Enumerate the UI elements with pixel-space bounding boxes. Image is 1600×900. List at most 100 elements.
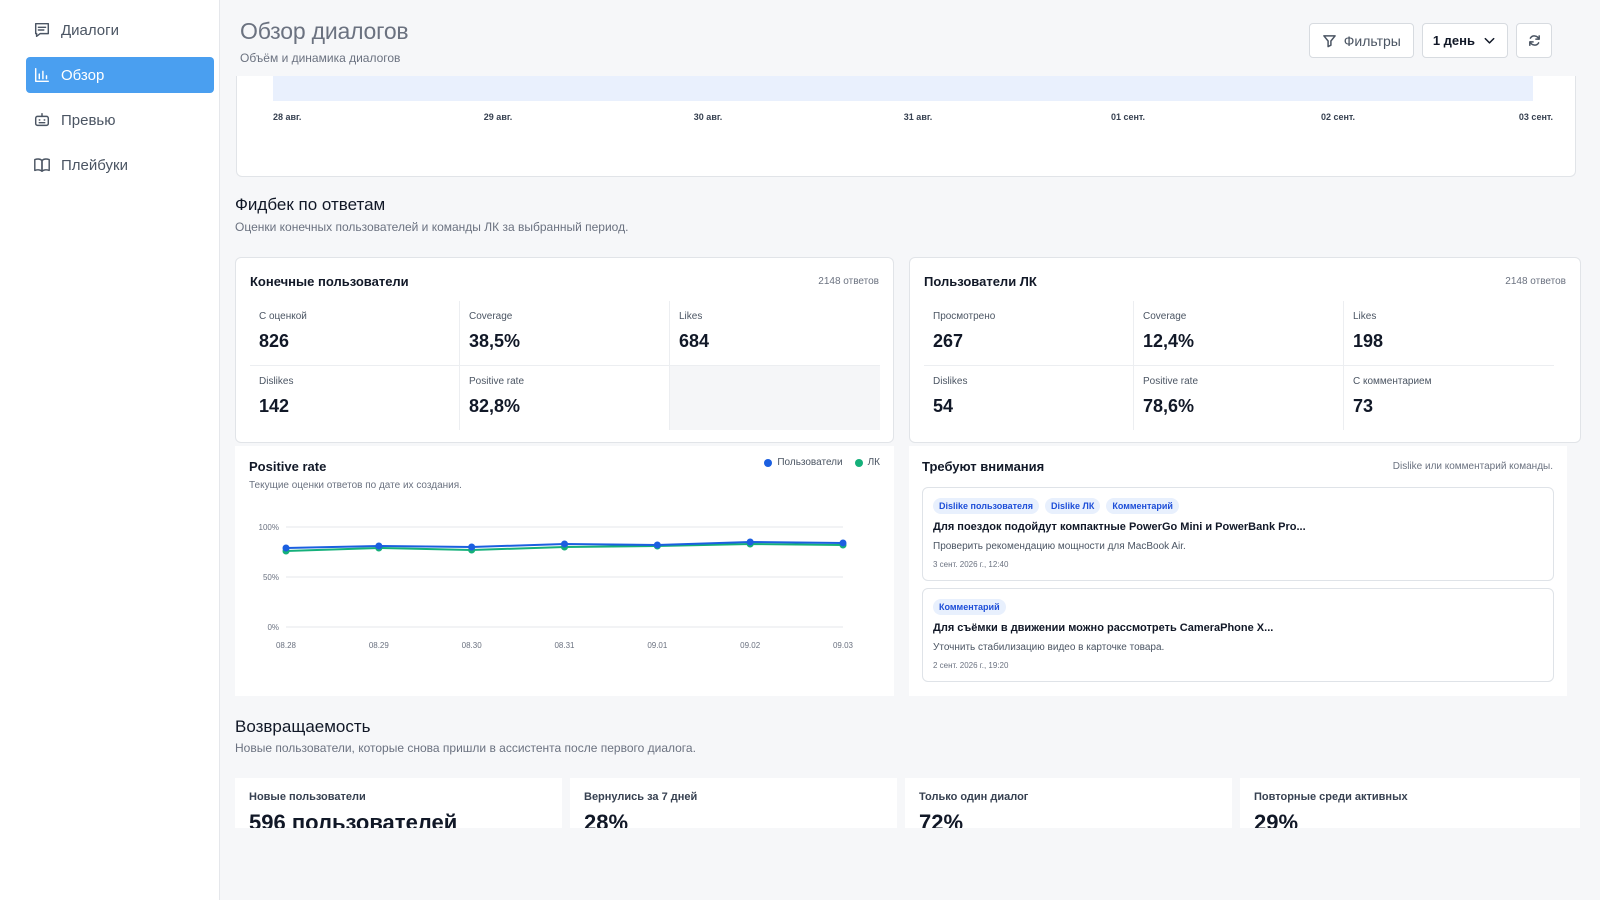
retention-label: Вернулись за 7 дней bbox=[584, 791, 698, 803]
metric-positive-rate: Positive rate 78,6% bbox=[1134, 366, 1344, 430]
tag-dislike-user: Dislike пользователя bbox=[933, 498, 1040, 514]
metric-empty-cell bbox=[670, 366, 880, 430]
timeline-tick: 30 авг. bbox=[693, 112, 723, 122]
sidebar: Диалоги Обзор Превью Плейбуки bbox=[0, 0, 220, 900]
metric-value: 82,8% bbox=[469, 396, 521, 416]
metric-likes: Likes 684 bbox=[670, 301, 880, 366]
metric-value: 142 bbox=[259, 396, 290, 416]
header-actions: Фильтры 1 день bbox=[1308, 23, 1552, 58]
x-tick-label: 08.30 bbox=[462, 641, 483, 650]
data-point bbox=[468, 543, 476, 551]
metric-coverage: Coverage 38,5% bbox=[460, 301, 670, 366]
metric-rated: С оценкой 826 bbox=[250, 301, 460, 366]
period-select[interactable]: 1 день bbox=[1421, 23, 1508, 58]
timeline-tick: 01 сент. bbox=[1110, 112, 1146, 122]
metric-value: 12,4% bbox=[1143, 331, 1195, 351]
retention-section-subtitle: Новые пользователи, которые снова пришли… bbox=[235, 741, 696, 755]
attention-item[interactable]: Комментарий Для съёмки в движении можно … bbox=[922, 588, 1554, 682]
attention-item-date: 3 сент. 2026 г., 12:40 bbox=[933, 560, 1009, 569]
retention-label: Повторные среди активных bbox=[1254, 791, 1408, 803]
metric-viewed: Просмотрено 267 bbox=[924, 301, 1134, 366]
attention-title: Требуют внимания bbox=[922, 459, 1045, 474]
x-tick-label: 09.02 bbox=[740, 641, 761, 650]
refresh-icon bbox=[1528, 35, 1540, 46]
retention-card-returned-7d: Вернулись за 7 дней 28% bbox=[570, 778, 897, 828]
timeline-tick: 03 сент. bbox=[1518, 112, 1553, 122]
chevron-down-icon bbox=[1484, 37, 1495, 44]
positive-rate-line-chart: 100% 50% 0% 08.28 08.29 08.30 08.31 09.01 09.02 0… bbox=[259, 523, 854, 650]
attention-item[interactable]: Dislike пользователя Dislike ЛК Коммента… bbox=[922, 487, 1554, 581]
metric-dislikes: Dislikes 142 bbox=[250, 366, 460, 430]
feedback-section-title: Фидбек по ответам bbox=[235, 195, 386, 214]
metric-label: Coverage bbox=[469, 311, 513, 322]
metric-label: Positive rate bbox=[1143, 376, 1199, 387]
metric-label: Likes bbox=[1353, 311, 1377, 322]
retention-value: 28% bbox=[584, 810, 629, 828]
retention-section-title: Возвращаемость bbox=[235, 717, 371, 736]
timeline-area bbox=[273, 76, 1533, 101]
legend-item-users[interactable]: Пользователи bbox=[764, 457, 843, 468]
lk-users-card: Пользователи ЛК 2148 ответов Просмотрено… bbox=[909, 257, 1581, 443]
legend-item-lk[interactable]: ЛК bbox=[854, 457, 880, 468]
tag-comment: Комментарий bbox=[1106, 498, 1179, 514]
attention-item-date: 2 сент. 2026 г., 19:20 bbox=[933, 661, 1009, 670]
metric-coverage: Coverage 12,4% bbox=[1134, 301, 1344, 366]
chart-legend: Пользователи ЛК bbox=[764, 457, 880, 468]
data-point bbox=[653, 541, 661, 549]
timeline-tick: 28 авг. bbox=[273, 112, 302, 122]
responses-count: 2148 ответов bbox=[818, 276, 879, 287]
sidebar-item-preview[interactable]: Превью bbox=[26, 102, 214, 138]
metric-label: Dislikes bbox=[259, 376, 294, 387]
responses-count: 2148 ответов bbox=[1505, 276, 1566, 287]
attention-note: Dislike или комментарий команды. bbox=[1392, 461, 1553, 472]
timeline-tick: 02 сент. bbox=[1320, 112, 1356, 122]
metric-label: Likes bbox=[679, 311, 703, 322]
card-title: Конечные пользователи bbox=[250, 274, 409, 289]
filters-button[interactable]: Фильтры bbox=[1308, 23, 1414, 58]
page-title: Обзор диалогов bbox=[240, 18, 409, 44]
tag-dislike-lk: Dislike ЛК bbox=[1045, 498, 1101, 514]
metric-label: Positive rate bbox=[469, 376, 525, 387]
retention-card-single-dialog: Только один диалог 72% bbox=[905, 778, 1232, 828]
page-subtitle: Объём и динамика диалогов bbox=[240, 51, 401, 65]
y-tick-label: 0% bbox=[267, 623, 279, 632]
timeline-x-axis: 28 авг. 29 авг. 30 авг. 31 авг. 01 сент.… bbox=[237, 112, 1575, 126]
attention-card: Требуют внимания Dislike или комментарий… bbox=[909, 446, 1567, 696]
tag-list: Комментарий bbox=[933, 599, 1006, 615]
metric-dislikes: Dislikes 54 bbox=[924, 366, 1134, 430]
end-users-card: Конечные пользователи 2148 ответов С оце… bbox=[235, 257, 894, 443]
retention-value: 29% bbox=[1254, 810, 1299, 828]
chart-subtitle: Текущие оценки ответов по дате их создан… bbox=[249, 480, 462, 491]
metric-value: 684 bbox=[679, 331, 710, 351]
data-point bbox=[561, 540, 568, 548]
sidebar-item-label: Диалоги bbox=[61, 21, 119, 39]
sidebar-item-dialogs[interactable]: Диалоги bbox=[26, 12, 214, 48]
metric-label: Просмотрено bbox=[933, 311, 996, 322]
feedback-section-subtitle: Оценки конечных пользователей и команды … bbox=[235, 220, 629, 234]
attention-item-text: Уточнить стабилизацию видео в карточке т… bbox=[933, 642, 1165, 653]
retention-value: 596 пользователей bbox=[249, 810, 458, 828]
metric-value: 73 bbox=[1353, 396, 1374, 416]
refresh-button[interactable] bbox=[1516, 23, 1552, 58]
book-icon bbox=[33, 156, 51, 174]
sidebar-item-label: Обзор bbox=[61, 66, 105, 84]
filters-button-label: Фильтры bbox=[1343, 32, 1401, 49]
metric-value: 38,5% bbox=[469, 331, 521, 351]
metric-value: 826 bbox=[259, 331, 290, 351]
main-content: 28 авг. 29 авг. 30 авг. 31 авг. 01 сент.… bbox=[220, 0, 1600, 900]
timeline-tick: 31 авг. bbox=[903, 112, 933, 122]
retention-card-repeat-active: Повторные среди активных 29% bbox=[1240, 778, 1580, 828]
sidebar-item-label: Превью bbox=[61, 111, 116, 129]
legend-label: Пользователи bbox=[777, 457, 843, 468]
metric-value: 78,6% bbox=[1143, 396, 1195, 416]
metric-label: С комментарием bbox=[1353, 376, 1432, 387]
retention-label: Новые пользователи bbox=[249, 791, 366, 803]
x-tick-label: 08.31 bbox=[554, 641, 575, 650]
sidebar-item-overview[interactable]: Обзор bbox=[26, 57, 214, 93]
sidebar-item-playbooks[interactable]: Плейбуки bbox=[26, 147, 214, 183]
retention-value: 72% bbox=[919, 810, 964, 828]
metric-label: С оценкой bbox=[259, 311, 307, 322]
data-point bbox=[375, 542, 383, 550]
legend-dot bbox=[764, 458, 773, 467]
x-tick-label: 09.03 bbox=[833, 641, 854, 650]
